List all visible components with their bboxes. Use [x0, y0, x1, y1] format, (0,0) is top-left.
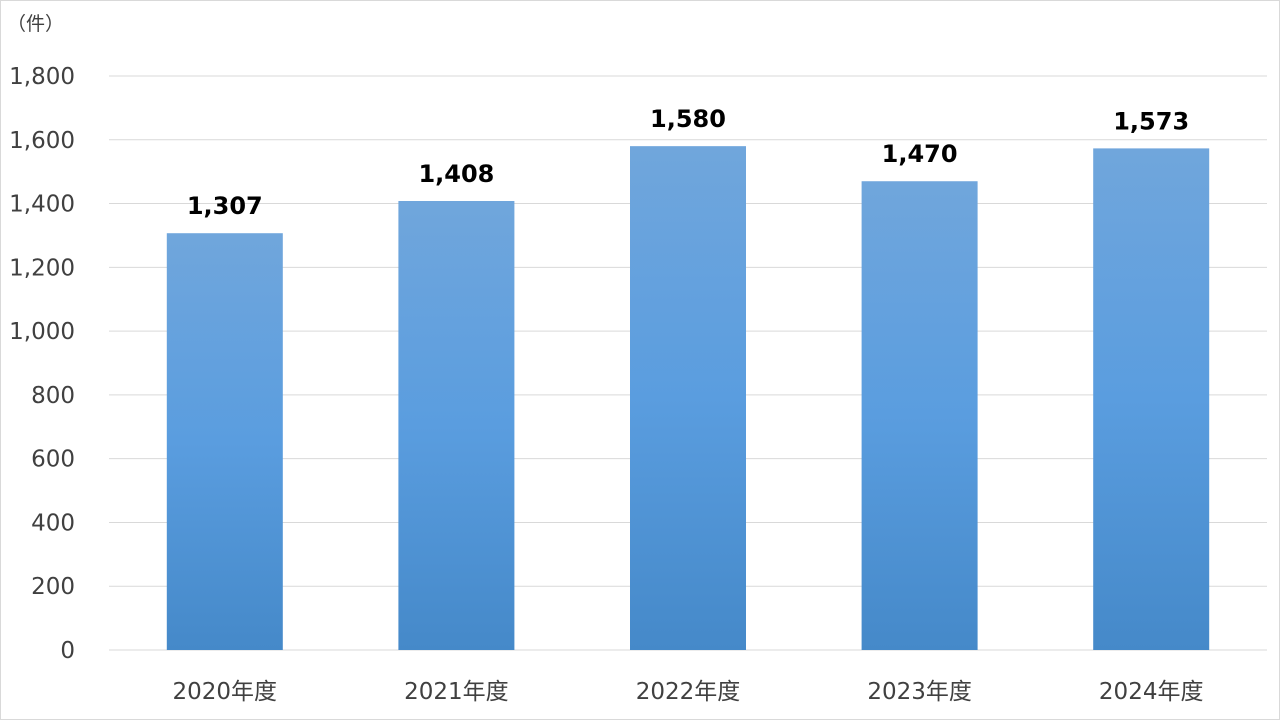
y-tick-label: 0	[60, 638, 75, 664]
x-category-label: 2021年度	[404, 679, 509, 705]
bar	[398, 201, 515, 650]
x-category-label: 2022年度	[636, 679, 741, 705]
x-category-label: 2023年度	[867, 679, 972, 705]
y-tick-label: 400	[31, 510, 75, 536]
bar	[1093, 148, 1210, 651]
bars	[166, 146, 1210, 651]
x-category-label: 2020年度	[173, 679, 278, 705]
data-label: 1,408	[418, 160, 494, 188]
y-axis-tick-labels: 0 200 400 600 800 1,000 1,200 1,400 1,600 1,800	[9, 64, 75, 664]
y-tick-label: 1,200	[9, 255, 75, 281]
y-axis-unit-label: （件）	[7, 13, 64, 35]
bar	[166, 233, 283, 650]
data-labels: 1,307 1,408 1,580 1,470 1,573	[187, 105, 1189, 220]
bar	[861, 181, 978, 650]
x-axis-category-labels: 2020年度 2021年度 2022年度 2023年度 2024年度	[173, 679, 1204, 705]
y-tick-label: 1,600	[9, 128, 75, 154]
y-tick-label: 600	[31, 447, 75, 473]
data-label: 1,573	[1113, 107, 1189, 135]
data-label: 1,470	[882, 140, 958, 168]
x-category-label: 2024年度	[1099, 679, 1204, 705]
y-tick-label: 200	[31, 574, 75, 600]
y-tick-label: 1,400	[9, 192, 75, 218]
y-tick-label: 1,800	[9, 64, 75, 90]
y-tick-label: 1,000	[9, 319, 75, 345]
y-tick-label: 800	[31, 383, 75, 409]
bar	[630, 146, 746, 650]
data-label: 1,580	[650, 105, 726, 133]
data-label: 1,307	[187, 192, 263, 220]
